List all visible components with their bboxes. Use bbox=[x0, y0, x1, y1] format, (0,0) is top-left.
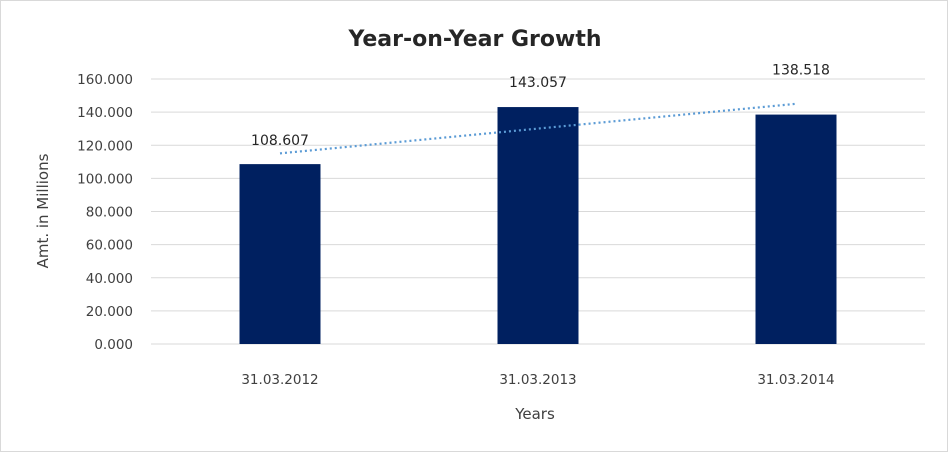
bar-31.03.2012 bbox=[239, 164, 321, 344]
x-tick-label: 31.03.2013 bbox=[499, 372, 576, 388]
trendline bbox=[279, 102, 797, 155]
y-tick-label: 160.000 bbox=[77, 72, 133, 88]
y-axis-label: Amt. in Millions bbox=[34, 153, 52, 268]
bar-31.03.2014 bbox=[755, 114, 837, 344]
x-tick-label: 31.03.2014 bbox=[757, 372, 834, 388]
x-tick-label: 31.03.2012 bbox=[241, 372, 318, 388]
bar-31.03.2013 bbox=[497, 107, 579, 344]
y-tick-label: 20.000 bbox=[86, 304, 133, 320]
y-tick-label: 120.000 bbox=[77, 138, 133, 154]
x-axis-label: Years bbox=[514, 405, 555, 423]
chart-title: Year-on-Year Growth bbox=[347, 27, 601, 52]
data-label: 143.057 bbox=[509, 75, 567, 91]
y-tick-label: 80.000 bbox=[86, 205, 133, 221]
y-tick-label: 0.000 bbox=[94, 337, 133, 353]
y-tick-label: 60.000 bbox=[86, 238, 133, 254]
data-label: 108.607 bbox=[251, 133, 309, 149]
data-label: 138.518 bbox=[772, 63, 830, 79]
y-tick-label: 100.000 bbox=[77, 171, 133, 187]
y-tick-label: 140.000 bbox=[77, 105, 133, 121]
y-tick-label: 40.000 bbox=[86, 271, 133, 287]
